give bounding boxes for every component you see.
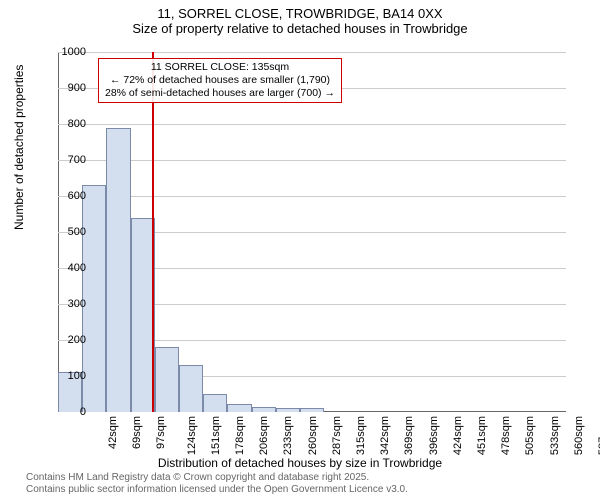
histogram-bar (227, 404, 251, 412)
y-tick-label: 800 (46, 118, 86, 130)
y-tick-label: 1000 (46, 46, 86, 58)
reference-line (152, 52, 154, 412)
annotation-box: 11 SORREL CLOSE: 135sqm← 72% of detached… (98, 58, 342, 103)
x-tick-label: 206sqm (258, 416, 270, 455)
histogram-bar (300, 408, 324, 412)
gridline (58, 196, 566, 197)
title-line-1: 11, SORREL CLOSE, TROWBRIDGE, BA14 0XX (0, 6, 600, 21)
y-tick-label: 900 (46, 82, 86, 94)
y-tick-label: 200 (46, 334, 86, 346)
x-tick-label: 396sqm (428, 416, 440, 455)
x-tick-label: 478sqm (500, 416, 512, 455)
x-axis-label: Distribution of detached houses by size … (0, 456, 600, 470)
y-tick-label: 400 (46, 262, 86, 274)
y-tick-label: 300 (46, 298, 86, 310)
gridline (58, 160, 566, 161)
y-tick-label: 500 (46, 226, 86, 238)
x-tick-label: 451sqm (476, 416, 488, 455)
footer-line-1: Contains HM Land Registry data © Crown c… (26, 472, 408, 484)
histogram-bar (155, 347, 179, 412)
y-tick-label: 0 (46, 406, 86, 418)
y-tick-label: 600 (46, 190, 86, 202)
x-tick-label: 260sqm (307, 416, 319, 455)
x-tick-label: 369sqm (404, 416, 416, 455)
x-tick-label: 342sqm (379, 416, 391, 455)
x-tick-label: 533sqm (549, 416, 561, 455)
chart-container: 11, SORREL CLOSE, TROWBRIDGE, BA14 0XX S… (0, 0, 600, 500)
histogram-bar (276, 408, 300, 412)
footer-line-2: Contains public sector information licen… (26, 484, 408, 496)
y-axis-label: Number of detached properties (12, 65, 26, 230)
annotation-line-3: 28% of semi-detached houses are larger (… (105, 87, 335, 100)
plot-region: 11 SORREL CLOSE: 135sqm← 72% of detached… (58, 52, 566, 412)
title-block: 11, SORREL CLOSE, TROWBRIDGE, BA14 0XX S… (0, 0, 600, 36)
x-tick-label: 97sqm (156, 416, 168, 449)
x-tick-label: 178sqm (234, 416, 246, 455)
x-tick-label: 287sqm (331, 416, 343, 455)
x-tick-label: 424sqm (452, 416, 464, 455)
x-tick-label: 505sqm (524, 416, 536, 455)
gridline (58, 52, 566, 53)
title-line-2: Size of property relative to detached ho… (0, 21, 600, 36)
x-tick-label: 69sqm (131, 416, 143, 449)
x-tick-label: 151sqm (210, 416, 222, 455)
footer: Contains HM Land Registry data © Crown c… (26, 472, 408, 496)
x-tick-label: 560sqm (573, 416, 585, 455)
histogram-bar (106, 128, 130, 412)
histogram-bar (203, 394, 227, 412)
annotation-line-1: 11 SORREL CLOSE: 135sqm (105, 61, 335, 74)
chart-area: 11 SORREL CLOSE: 135sqm← 72% of detached… (58, 52, 566, 412)
annotation-line-2: ← 72% of detached houses are smaller (1,… (105, 74, 335, 87)
y-tick-label: 100 (46, 370, 86, 382)
x-tick-label: 124sqm (186, 416, 198, 455)
x-tick-label: 42sqm (107, 416, 119, 449)
gridline (58, 124, 566, 125)
x-tick-label: 233sqm (283, 416, 295, 455)
histogram-bar (179, 365, 203, 412)
x-tick-label: 315sqm (355, 416, 367, 455)
y-tick-label: 700 (46, 154, 86, 166)
histogram-bar (252, 407, 276, 412)
